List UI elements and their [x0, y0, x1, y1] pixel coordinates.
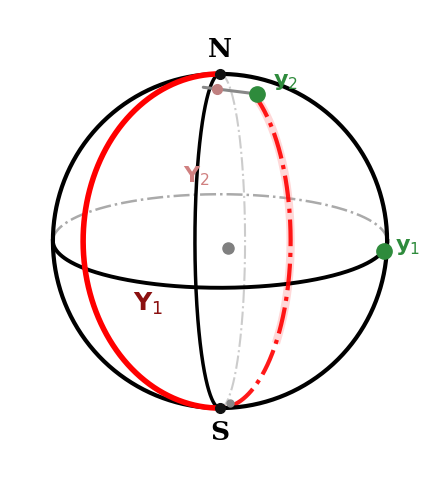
Text: S: S [210, 420, 230, 445]
Text: $\mathbf{y}_1$: $\mathbf{y}_1$ [396, 235, 421, 257]
Text: $\mathbf{Y}_2$: $\mathbf{Y}_2$ [183, 164, 210, 188]
Text: $\mathbf{Y}_1$: $\mathbf{Y}_1$ [133, 291, 163, 317]
Text: $\mathbf{y}_2$: $\mathbf{y}_2$ [274, 69, 298, 92]
Text: N: N [208, 37, 232, 62]
